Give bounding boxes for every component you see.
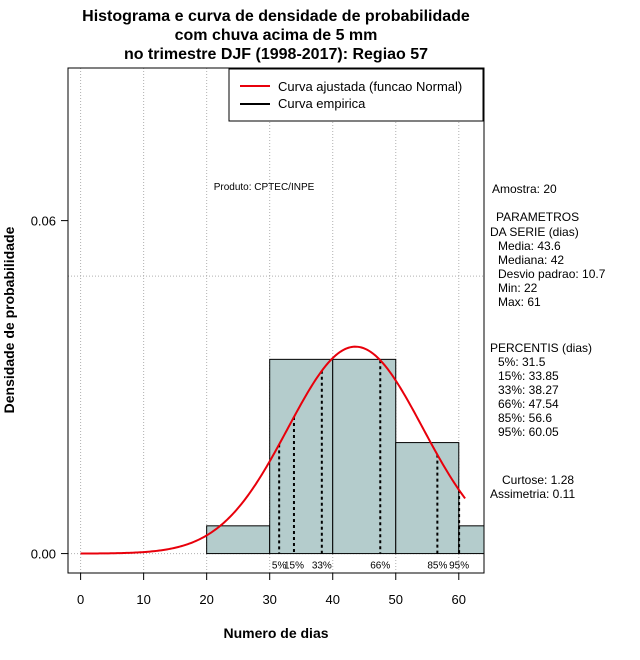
assimetria: Assimetria: 0.11 [490,487,575,501]
chart-title-line-2: com chuva acima de 5 mm [175,27,378,44]
sample-size: Amostra: 20 [492,182,557,196]
percentile-lines: 5%15% 33% 66% 85% 95% [272,360,469,572]
legend-box [228,68,484,122]
percentile-label-0: 5% [272,561,287,572]
percentil-15: 15%: 33.85 [498,369,559,383]
percentile-label-4: 85% [427,561,447,572]
percentile-label-5: 95% [449,561,469,572]
legend: Curva ajustada (funcao Normal) Curva emp… [228,68,484,122]
percentil-95: 95%: 60.05 [498,425,559,439]
percentile-label-3: 66% [370,561,390,572]
percentile-label-2: 33% [312,561,332,572]
param-min: Min: 22 [498,281,538,295]
params-title-2: DA SERIE (dias) [490,225,579,239]
x-tick-label-1: 10 [136,592,150,607]
histogram-bar-3 [395,442,460,555]
percentil-33: 33%: 38.27 [498,383,559,397]
histogram-bar-0 [206,525,271,555]
param-media: Media: 43.6 [498,239,561,253]
legend-label-empirical: Curva empirica [278,96,366,111]
x-tick-label-4: 40 [325,592,339,607]
percentil-66: 66%: 47.54 [498,397,559,411]
x-tick-label-6: 60 [452,592,466,607]
histogram-bar-4 [458,525,485,555]
product-annotation: Produto: CPTEC/INPE [214,182,315,193]
param-max: Max: 61 [498,295,541,309]
axes: 0 10 20 30 40 50 60 0.00 0.06 [31,214,466,607]
y-tick-label-1: 0.06 [31,214,56,229]
histogram-bar-2 [332,358,397,555]
param-mediana: Mediana: 42 [498,253,564,267]
histogram-bars [206,358,485,555]
param-desvio: Desvio padrao: 10.7 [498,267,606,281]
normal-curve-line [80,345,466,555]
x-tick-label-3: 30 [262,592,276,607]
percentile-label-1: 15% [284,561,304,572]
side-panel: Amostra: 20 PARAMETROS DA SERIE (dias) M… [490,182,606,501]
y-tick-label-0: 0.00 [31,547,56,562]
x-tick-label-2: 20 [199,592,213,607]
x-axis-title: Numero de dias [223,625,328,641]
x-tick-label-5: 50 [389,592,403,607]
percentil-5: 5%: 31.5 [498,355,546,369]
chart-title-line-3: no trimestre DJF (1998-2017): Regiao 57 [124,46,428,63]
params-title-1: PARAMETROS [496,210,579,224]
percentil-85: 85%: 56.6 [498,411,552,425]
percentis-title: PERCENTIS (dias) [490,341,592,355]
curtose: Curtose: 1.28 [502,473,574,487]
legend-label-normal: Curva ajustada (funcao Normal) [278,79,462,94]
y-axis-title: Densidade de probabilidade [1,226,17,413]
chart-title-line-1: Histograma e curva de densidade de proba… [82,8,470,25]
grid [68,68,484,573]
x-tick-label-0: 0 [77,592,84,607]
